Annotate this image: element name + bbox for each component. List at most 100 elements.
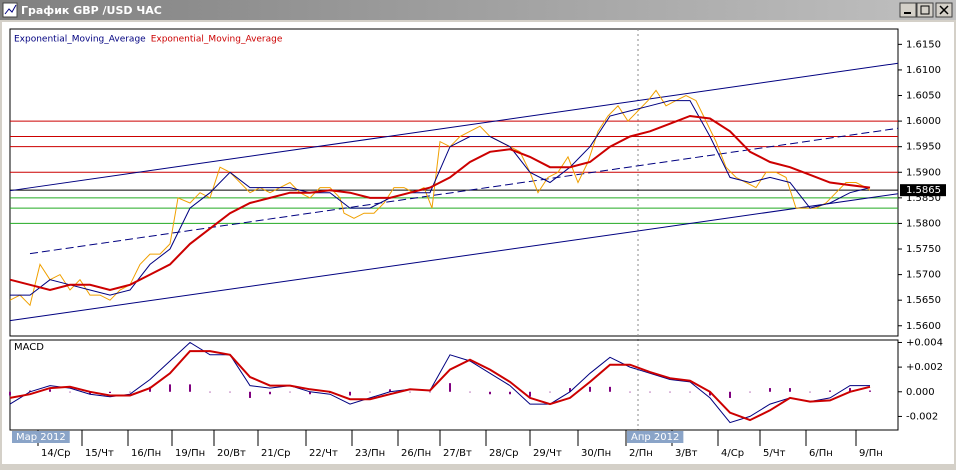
histogram-bar [309, 391, 311, 395]
y-tick-label: 1.5950 [906, 142, 941, 153]
histogram-bar [349, 391, 351, 396]
histogram-bar [109, 391, 111, 394]
legend-entry: Exponential_Moving_Average [151, 35, 283, 45]
histogram-bar [469, 391, 471, 393]
x-tick-label: 21/Ср [261, 448, 290, 459]
legend-entry: Exponential_Moving_Average [14, 35, 146, 45]
ema-line [10, 100, 871, 296]
panel-title: MACD [14, 342, 44, 353]
histogram-bar [549, 391, 551, 393]
histogram-bar [829, 390, 831, 392]
histogram-bar [409, 391, 411, 393]
x-tick-label: 20/Вт [217, 448, 246, 459]
plot: 1.5600 1.5650 1.5700 1.5750 1.5800 1.5850 1.59… [9, 28, 946, 459]
histogram-bar [429, 391, 431, 393]
current-price-label: 1.5865 [906, 185, 941, 196]
x-tick-label: 9/Пн [859, 448, 883, 459]
x-tick-label: 30/Пн [581, 448, 611, 459]
histogram-bar [69, 391, 71, 393]
window-buttons[interactable] [899, 2, 953, 18]
y-tick-label: 1.5600 [906, 321, 941, 332]
y-tick-label: 1.5850 [906, 193, 941, 204]
histogram-bar [869, 390, 871, 392]
y-tick-label: 0.000 [906, 387, 935, 398]
maximize-glyph [920, 5, 930, 15]
current-price-box [900, 184, 946, 197]
histogram-bar [189, 384, 191, 392]
close-glyph [939, 5, 949, 15]
histogram-bar [669, 391, 671, 393]
macd-line [9, 341, 870, 424]
histogram-bar [169, 384, 171, 392]
histogram-bar [509, 391, 511, 395]
histogram-bar [249, 391, 251, 398]
price-frame [9, 28, 899, 337]
period-label-box [12, 431, 70, 443]
histogram-bar [129, 391, 131, 393]
histogram-bar [149, 386, 151, 392]
x-tick-label: 14/Ср [41, 448, 70, 459]
window-icon-glyph [4, 4, 17, 15]
x-tick-label: 19/Пн [175, 448, 205, 459]
y-tick-label: 1.5700 [906, 270, 941, 281]
x-tick-label: 28/Ср [489, 448, 518, 459]
y-tick-label: 1.5800 [906, 218, 941, 229]
histogram-bar [629, 391, 631, 393]
x-tick-label: 16/Пн [131, 448, 161, 459]
histogram-bar [609, 386, 611, 392]
histogram-bar [89, 391, 91, 395]
histogram-bar [389, 389, 391, 392]
x-tick-label: 23/Пн [355, 448, 385, 459]
histogram-bar [29, 390, 31, 392]
x-tick-label: 6/Пн [809, 448, 833, 459]
maximize-button[interactable] [916, 2, 934, 18]
histogram-bar [569, 388, 571, 392]
histogram-bar [789, 388, 791, 392]
histogram-bar [649, 391, 651, 393]
period-label: Мар 2012 [16, 432, 66, 443]
histogram-bar [709, 391, 711, 396]
histogram-bar [229, 391, 231, 393]
histogram-bar [729, 391, 731, 398]
x-tick-label: 15/Чт [85, 448, 114, 459]
histogram-bar [269, 391, 271, 395]
histogram-bar [809, 391, 811, 393]
y-tick-label: 1.5750 [906, 244, 941, 255]
macd-line [9, 350, 871, 422]
histogram-bar [9, 391, 11, 396]
x-tick-label: 22/Чт [309, 448, 338, 459]
period-label: Апр 2012 [631, 432, 679, 443]
macd-frame [9, 339, 899, 431]
title-bar [0, 0, 956, 20]
histogram-bar [49, 389, 51, 392]
trend-line [9, 193, 899, 322]
histogram-bar [449, 383, 451, 392]
chart-area [2, 22, 954, 464]
histogram-bar [369, 391, 371, 393]
trend-line [29, 127, 899, 255]
x-tick-label: 3/Вт [675, 448, 698, 459]
x-tick-label: 5/Чт [763, 448, 786, 459]
histogram-bar [489, 391, 491, 395]
histogram-bar [849, 388, 851, 392]
y-tick-label: 1.5650 [906, 295, 941, 306]
y-tick-label: -0.002 [906, 411, 938, 422]
y-tick-label: 1.6100 [906, 65, 941, 76]
y-tick-label: 1.6000 [906, 116, 941, 127]
trend-line [9, 62, 899, 192]
histogram-bar [689, 391, 691, 393]
y-tick-label: +0.002 [906, 362, 943, 373]
histogram-bar [209, 391, 211, 393]
histogram-bar [749, 391, 751, 393]
histogram-bar [769, 388, 771, 392]
x-tick-label: 29/Чт [533, 448, 562, 459]
histogram-bar [289, 391, 291, 393]
price-line [9, 89, 871, 307]
window-title: График GBP /USD ЧАС [21, 4, 162, 17]
minimize-button[interactable] [899, 2, 917, 18]
period-label-box [627, 431, 684, 443]
y-tick-label: 1.6050 [906, 91, 941, 102]
x-tick-label: 26/Пн [401, 448, 431, 459]
